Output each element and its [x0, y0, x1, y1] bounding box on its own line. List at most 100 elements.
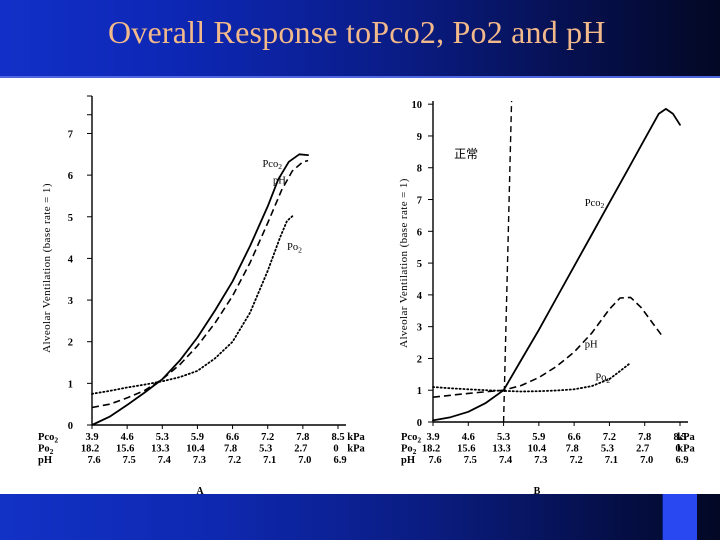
- x-row-value: 7.0: [640, 455, 653, 466]
- x-row-value: 2.7: [636, 444, 649, 455]
- y-tick-label: 3: [417, 323, 422, 334]
- x-row-value: 15.6: [457, 444, 475, 455]
- x-row-value: 13.3: [151, 444, 169, 455]
- x-row-value: 6.9: [333, 455, 346, 466]
- x-row-value: 7.2: [570, 455, 583, 466]
- series-label-po2: Po2: [595, 373, 610, 385]
- x-row-label-po2: Po2: [38, 444, 54, 456]
- y-tick-label: 1: [68, 379, 73, 390]
- y-tick-label: 9: [417, 132, 422, 143]
- series-line-ph: [91, 159, 309, 409]
- x-row-label-pco2: Pco2: [401, 432, 421, 444]
- x-row-value: 13.3: [492, 444, 510, 455]
- y-tick-label: 4: [417, 291, 423, 302]
- x-row-unit: kPa: [347, 432, 365, 443]
- y-tick-label: 0: [417, 418, 422, 429]
- series-label-pco2: Pco2: [585, 198, 605, 210]
- reference-label: 正常: [454, 147, 478, 161]
- chart-panel-a: 0 1 2 3 4 5 6 7 Alveolar Ventilation (base rate …: [38, 95, 365, 494]
- chart-panel-b: 0 1 2 3 4 5 6 7 8 9 10 Alveolar Ventilation (base r…: [398, 100, 695, 494]
- x-row-value: 7.1: [263, 455, 276, 466]
- x-row-value: 15.6: [116, 444, 134, 455]
- x-row-value: 10.4: [528, 444, 547, 455]
- y-tick-label: 3: [68, 296, 73, 307]
- y-tick-label: 5: [417, 259, 422, 270]
- panel-label: A: [196, 486, 204, 494]
- x-row-value: 0: [675, 444, 680, 455]
- x-row-unit: kPa: [677, 444, 695, 455]
- panel-label: B: [534, 486, 541, 494]
- series-line-po2: [91, 213, 295, 395]
- x-row-value: 7.8: [566, 444, 579, 455]
- y-tick-label: 6: [68, 171, 73, 182]
- slide-title: Overall Response toPco2, Po2 and pH: [108, 14, 606, 50]
- x-row-value: 8.5: [331, 432, 344, 443]
- x-row-value: 7.3: [193, 455, 206, 466]
- x-row-label-pco2: Pco2: [38, 432, 58, 444]
- accent-square: [662, 494, 697, 540]
- x-row-value: 7.4: [158, 455, 172, 466]
- x-row-value: 5.3: [497, 432, 510, 443]
- x-row-value: 18.2: [81, 444, 99, 455]
- x-row-value: 7.0: [298, 455, 311, 466]
- x-row-value: 18.2: [422, 444, 440, 455]
- y-tick-label: 6: [417, 227, 422, 238]
- series-label-po2: Po2: [287, 242, 302, 254]
- reference-line: [502, 100, 513, 423]
- y-tick-label: 7: [417, 196, 422, 207]
- footer-band: [0, 494, 720, 540]
- title-band: [0, 0, 720, 78]
- series-label-pco2: Pco2: [262, 159, 282, 171]
- x-row-value: 7.8: [296, 432, 309, 443]
- y-tick-label: 10: [412, 100, 423, 111]
- y-tick-label: 0: [68, 421, 73, 432]
- series-line-po2: [432, 363, 630, 393]
- x-row-value: 8.5: [673, 432, 686, 443]
- x-row-value: 7.1: [605, 455, 618, 466]
- x-row-unit: kPa: [677, 432, 695, 443]
- y-tick-label: 4: [68, 254, 74, 265]
- x-row-value: 5.3: [601, 444, 614, 455]
- x-row-value: 0: [333, 444, 338, 455]
- x-row-value: 3.9: [426, 432, 439, 443]
- x-row-label-ph: pH: [38, 455, 52, 466]
- x-row-value: 7.3: [534, 455, 547, 466]
- series-label-ph: pH: [585, 339, 598, 350]
- x-row-value: 3.9: [85, 432, 98, 443]
- x-row-value: 10.4: [186, 444, 205, 455]
- series-line-pco2: [91, 153, 309, 426]
- x-row-value: 7.2: [261, 432, 274, 443]
- x-row-value: 5.9: [532, 432, 545, 443]
- x-row-value: 6.9: [675, 455, 688, 466]
- chart-area: 0 1 2 3 4 5 6 7 Alveolar Ventilation (base rate …: [38, 95, 695, 494]
- x-row-value: 7.2: [228, 455, 241, 466]
- x-row-value: 7.6: [87, 455, 100, 466]
- x-row-value: 7.5: [123, 455, 136, 466]
- x-row-value: 5.3: [156, 432, 169, 443]
- x-row-value: 7.6: [428, 455, 441, 466]
- x-row-value: 4.6: [121, 432, 134, 443]
- x-row-value: 2.7: [294, 444, 307, 455]
- y-tick-label: 2: [68, 338, 73, 349]
- x-row-value: 7.8: [638, 432, 651, 443]
- series-line-ph: [432, 296, 664, 398]
- x-row-value: 7.5: [464, 455, 477, 466]
- y-tick-label: 7: [68, 129, 73, 140]
- x-row-unit: kPa: [347, 444, 365, 455]
- x-row-value: 5.9: [191, 432, 204, 443]
- x-row-value: 6.6: [568, 432, 581, 443]
- y-axis-label: Alveolar Ventilation (base rate = 1): [398, 178, 410, 348]
- x-row-value: 7.4: [499, 455, 513, 466]
- x-row-label-po2: Po2: [401, 444, 417, 456]
- y-tick-label: 2: [417, 354, 422, 365]
- y-axis-label: Alveolar Ventilation (base rate = 1): [41, 183, 53, 353]
- series-line-pco2: [432, 108, 681, 422]
- x-row-value: 7.2: [603, 432, 616, 443]
- x-row-value: 5.3: [259, 444, 272, 455]
- x-row-value: 6.6: [226, 432, 239, 443]
- x-row-value: 7.8: [224, 444, 237, 455]
- x-row-label-ph: pH: [401, 455, 415, 466]
- x-row-value: 4.6: [462, 432, 475, 443]
- series-label-ph: pH: [273, 175, 286, 186]
